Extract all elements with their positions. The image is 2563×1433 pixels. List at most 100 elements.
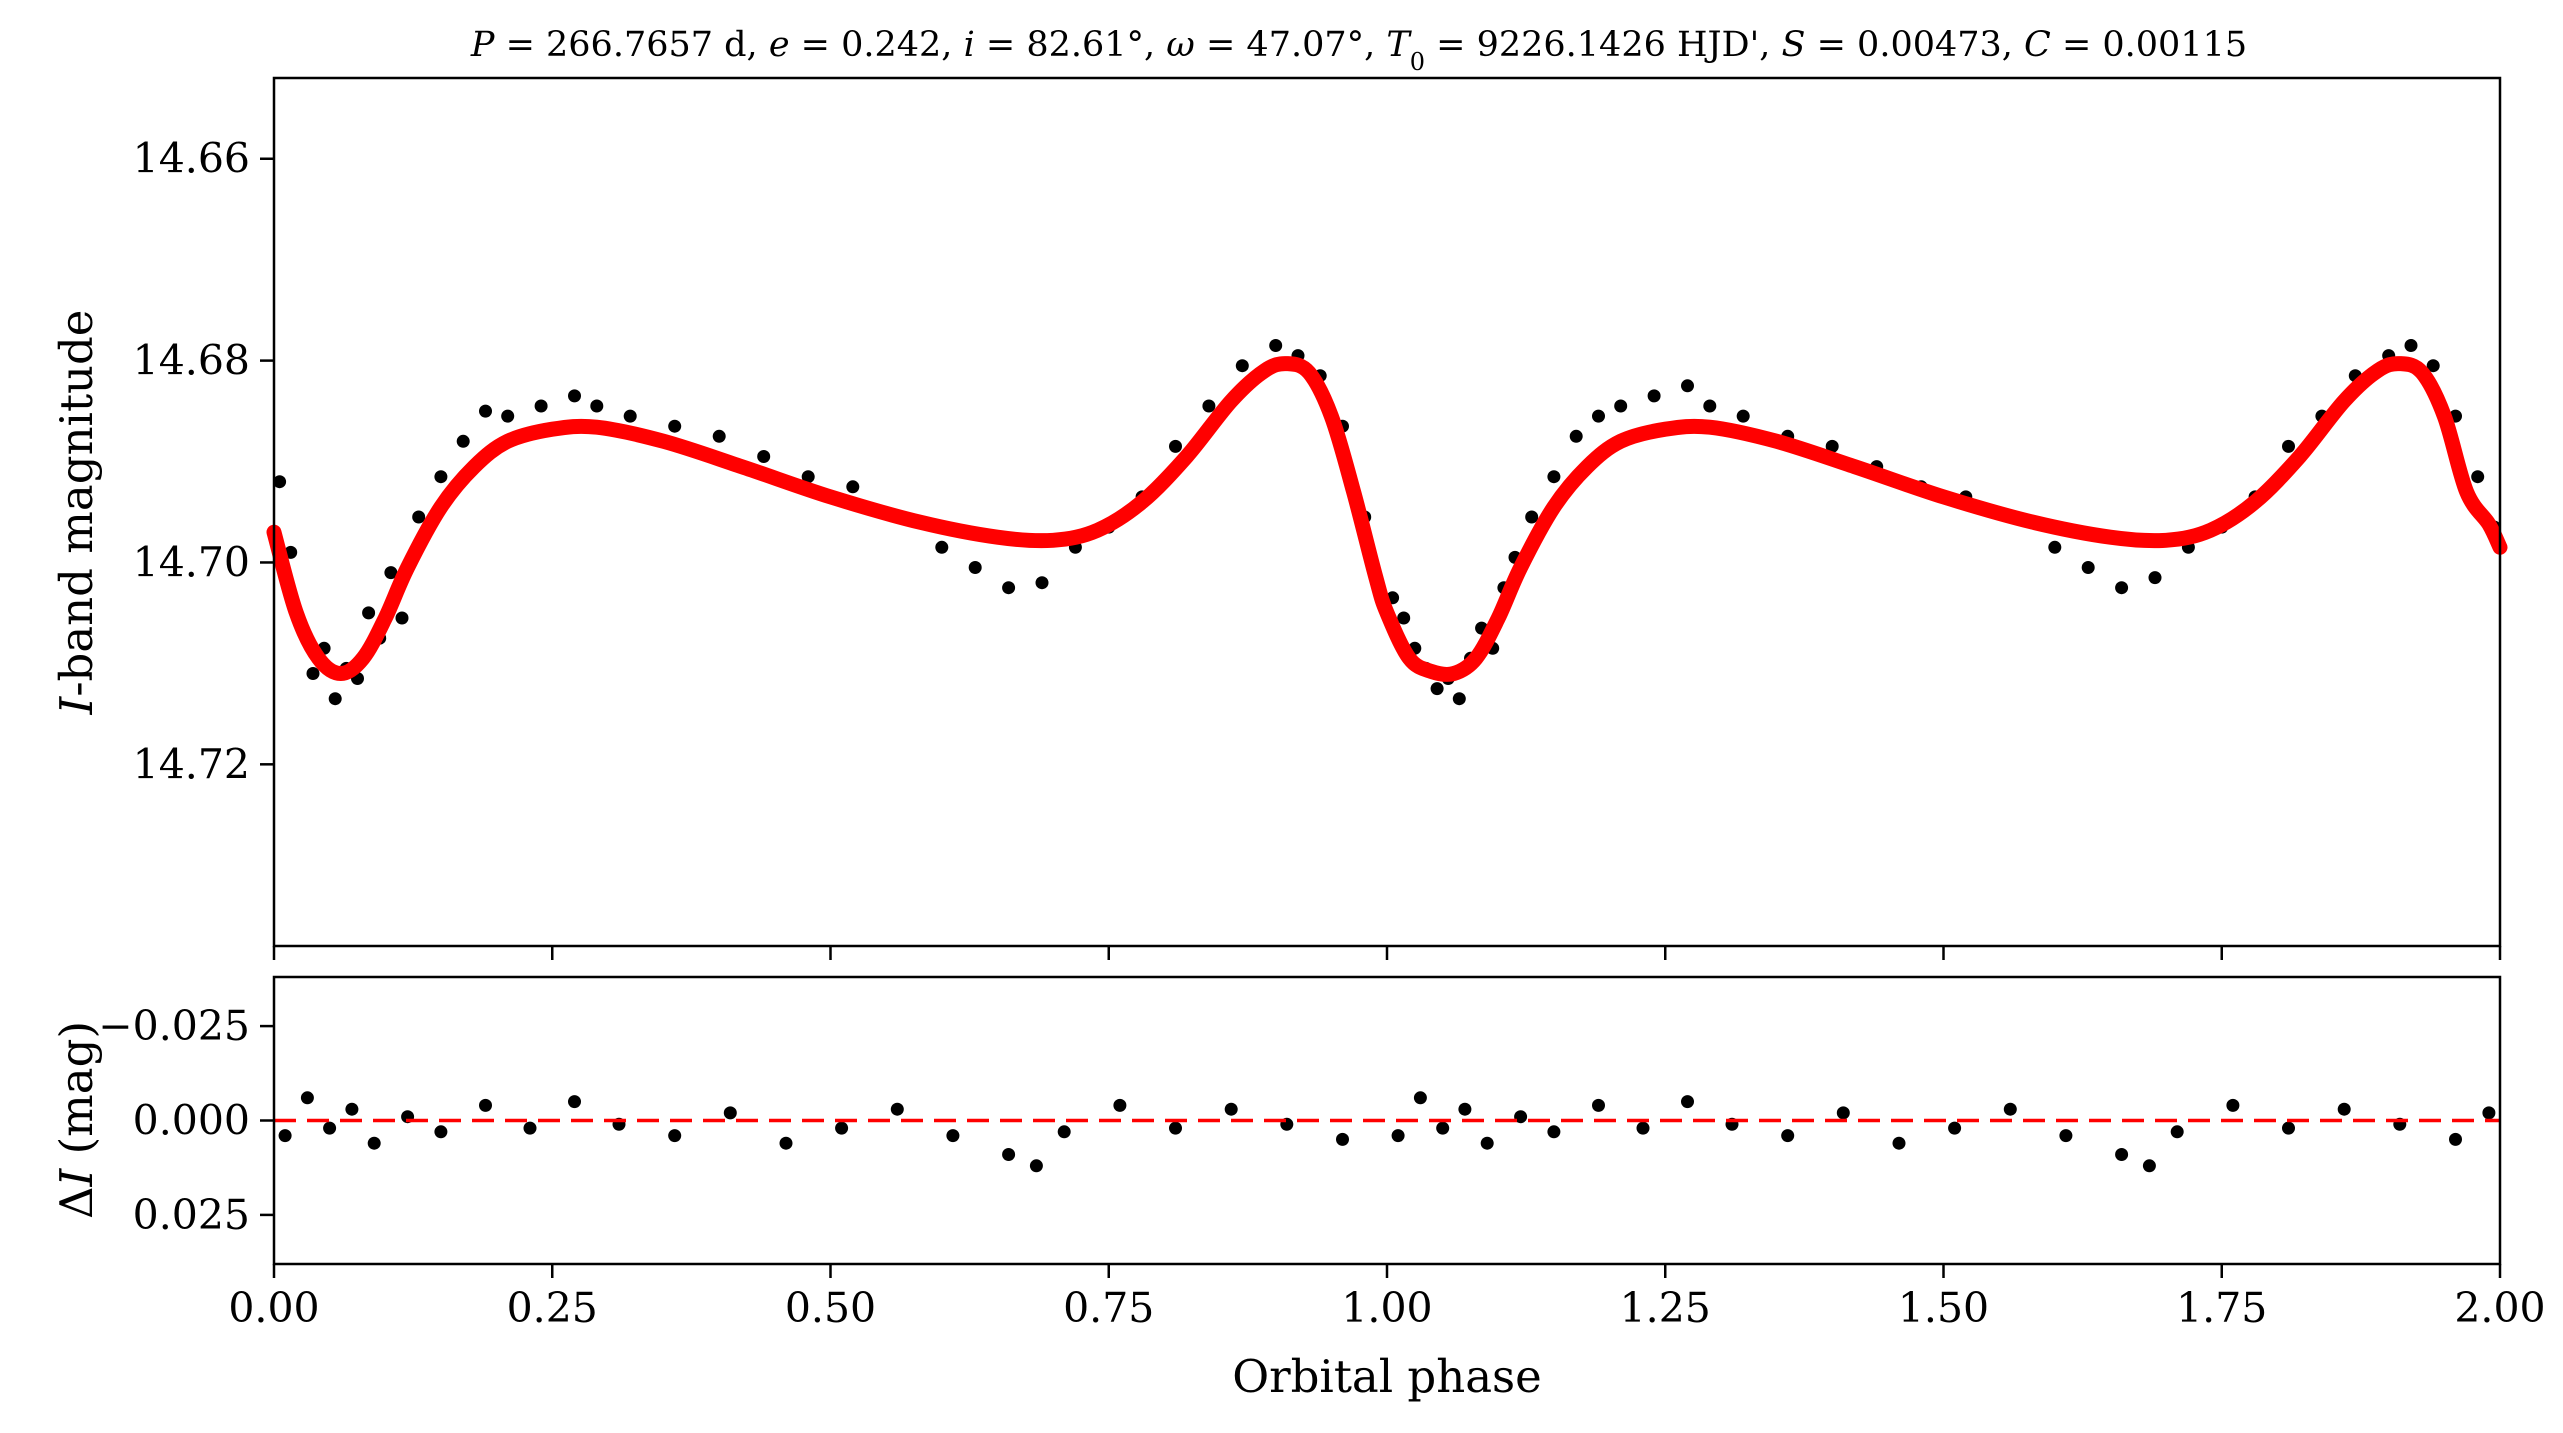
residual-point bbox=[779, 1136, 793, 1150]
light-curve-point bbox=[395, 611, 409, 625]
bottom-y-tick-label: 0.000 bbox=[133, 1097, 250, 1145]
title-s-label: S bbox=[1781, 25, 1805, 65]
light-curve-point bbox=[590, 399, 604, 413]
title-c-value: = 0.00115 bbox=[2051, 25, 2247, 65]
residuals-panel: −0.025 0.000 0.025 0.00 0.25 0.50 0.75 1.00 1.2… bbox=[50, 975, 2546, 1403]
light-curve-point bbox=[1614, 399, 1628, 413]
light-curve-point bbox=[1035, 576, 1049, 590]
top-y-tick-label: 14.70 bbox=[133, 538, 250, 586]
residual-point bbox=[2142, 1159, 2156, 1173]
light-curve-point bbox=[712, 429, 726, 443]
bottom-x-tick-label: 2.00 bbox=[2454, 1284, 2545, 1332]
x-axis-label: Orbital phase bbox=[1232, 1350, 1542, 1403]
title-i-label: i bbox=[964, 25, 975, 65]
light-curve-point bbox=[534, 399, 548, 413]
residual-point bbox=[1948, 1121, 1962, 1135]
bottom-y-tick-label: 0.025 bbox=[133, 1191, 250, 1239]
bottom-ylabel-italic: I bbox=[50, 1168, 103, 1188]
residual-point bbox=[2482, 1106, 2496, 1120]
title-i-value: = 82.61°, bbox=[975, 25, 1167, 65]
light-curve-points bbox=[273, 339, 2501, 706]
light-curve-point bbox=[306, 667, 320, 680]
residual-point bbox=[434, 1125, 448, 1139]
light-curve-point bbox=[1397, 611, 1411, 625]
bottom-x-tick-label: 1.50 bbox=[1898, 1284, 1989, 1332]
residual-point bbox=[2449, 1132, 2462, 1146]
light-curve-point bbox=[1169, 439, 1182, 453]
light-curve-panel: 14.66 14.68 14.70 14.72 I-band magnitude bbox=[50, 76, 2508, 960]
residual-point bbox=[479, 1098, 492, 1112]
light-curve-point bbox=[412, 510, 426, 524]
residual-point bbox=[1169, 1121, 1182, 1135]
light-curve-point bbox=[501, 409, 515, 423]
top-y-axis-label: I-band magnitude bbox=[50, 310, 103, 716]
top-y-tick-label: 14.68 bbox=[133, 337, 250, 385]
top-y-ticks: 14.66 14.68 14.70 14.72 bbox=[133, 135, 274, 788]
light-curve-point bbox=[1569, 429, 1583, 443]
residual-point bbox=[323, 1121, 337, 1135]
residual-point bbox=[1436, 1121, 1450, 1135]
light-curve-point bbox=[846, 480, 860, 494]
light-curve-point bbox=[434, 470, 448, 484]
residual-point bbox=[835, 1121, 849, 1135]
residual-point bbox=[1224, 1102, 1238, 1116]
residual-point bbox=[568, 1095, 581, 1109]
light-curve-point bbox=[1452, 692, 1466, 706]
bottom-x-tick-label: 0.75 bbox=[1063, 1284, 1154, 1332]
title-e-value: = 0.242, bbox=[790, 25, 964, 65]
top-ylabel-rest: -band magnitude bbox=[50, 310, 103, 697]
light-curve-point bbox=[935, 540, 949, 554]
residual-point bbox=[2282, 1121, 2295, 1135]
residual-point bbox=[2115, 1148, 2129, 1161]
residual-point bbox=[1547, 1125, 1561, 1139]
title-s-value: = 0.00473, bbox=[1805, 25, 2024, 65]
light-curve-point bbox=[2148, 571, 2162, 585]
light-curve-point bbox=[1703, 399, 1717, 413]
light-curve-point bbox=[2404, 339, 2418, 352]
top-x-ticks bbox=[272, 946, 2502, 960]
top-y-tick-label: 14.66 bbox=[133, 135, 250, 183]
residual-point bbox=[1458, 1102, 1472, 1116]
light-curve-point bbox=[1547, 470, 1561, 484]
title-w-label: ω bbox=[1166, 25, 1195, 65]
residual-point bbox=[946, 1129, 960, 1143]
residual-point bbox=[1892, 1136, 1906, 1150]
light-curve-point bbox=[968, 561, 982, 574]
residual-point bbox=[278, 1129, 292, 1143]
residual-point bbox=[1002, 1148, 1016, 1161]
residual-point bbox=[723, 1106, 737, 1120]
bottom-y-ticks: −0.025 0.000 0.025 bbox=[98, 1002, 274, 1239]
residual-point bbox=[1057, 1125, 1071, 1139]
bottom-x-tick-label: 1.25 bbox=[1620, 1284, 1711, 1332]
bottom-x-tick-label: 0.00 bbox=[228, 1284, 319, 1332]
residual-point bbox=[1681, 1095, 1694, 1109]
bottom-x-tick-label: 0.25 bbox=[507, 1284, 598, 1332]
light-curve-point bbox=[1647, 389, 1661, 403]
light-curve-point bbox=[2081, 561, 2095, 574]
light-curve-point bbox=[668, 419, 682, 433]
residual-point bbox=[367, 1136, 381, 1150]
light-curve-point bbox=[1202, 399, 1216, 413]
light-curve-point bbox=[456, 434, 470, 448]
title-c-label: C bbox=[2024, 25, 2051, 65]
residual-point bbox=[1336, 1132, 1349, 1146]
residual-point bbox=[1029, 1159, 1043, 1173]
residual-point bbox=[1781, 1129, 1795, 1143]
residual-point bbox=[300, 1091, 314, 1105]
light-curve-point bbox=[568, 389, 581, 403]
residual-point bbox=[1413, 1091, 1427, 1105]
light-curve-point bbox=[2471, 470, 2485, 484]
residual-point bbox=[890, 1102, 904, 1116]
residual-point bbox=[668, 1129, 682, 1143]
light-curve-point bbox=[2048, 540, 2062, 554]
title-t-value: = 9226.1426 HJD', bbox=[1425, 25, 1781, 65]
light-curve-point bbox=[384, 566, 398, 580]
chart-title: P = 266.7657 d, e = 0.242, i = 82.61°, ω… bbox=[470, 25, 2247, 76]
light-curve-point bbox=[2115, 581, 2129, 595]
residual-point bbox=[1836, 1106, 1850, 1120]
title-e-label: e bbox=[769, 25, 790, 65]
bottom-y-axis-label: ΔI (mag) bbox=[50, 1021, 103, 1219]
model-curve bbox=[266, 356, 2508, 682]
residual-point bbox=[1480, 1136, 1494, 1150]
